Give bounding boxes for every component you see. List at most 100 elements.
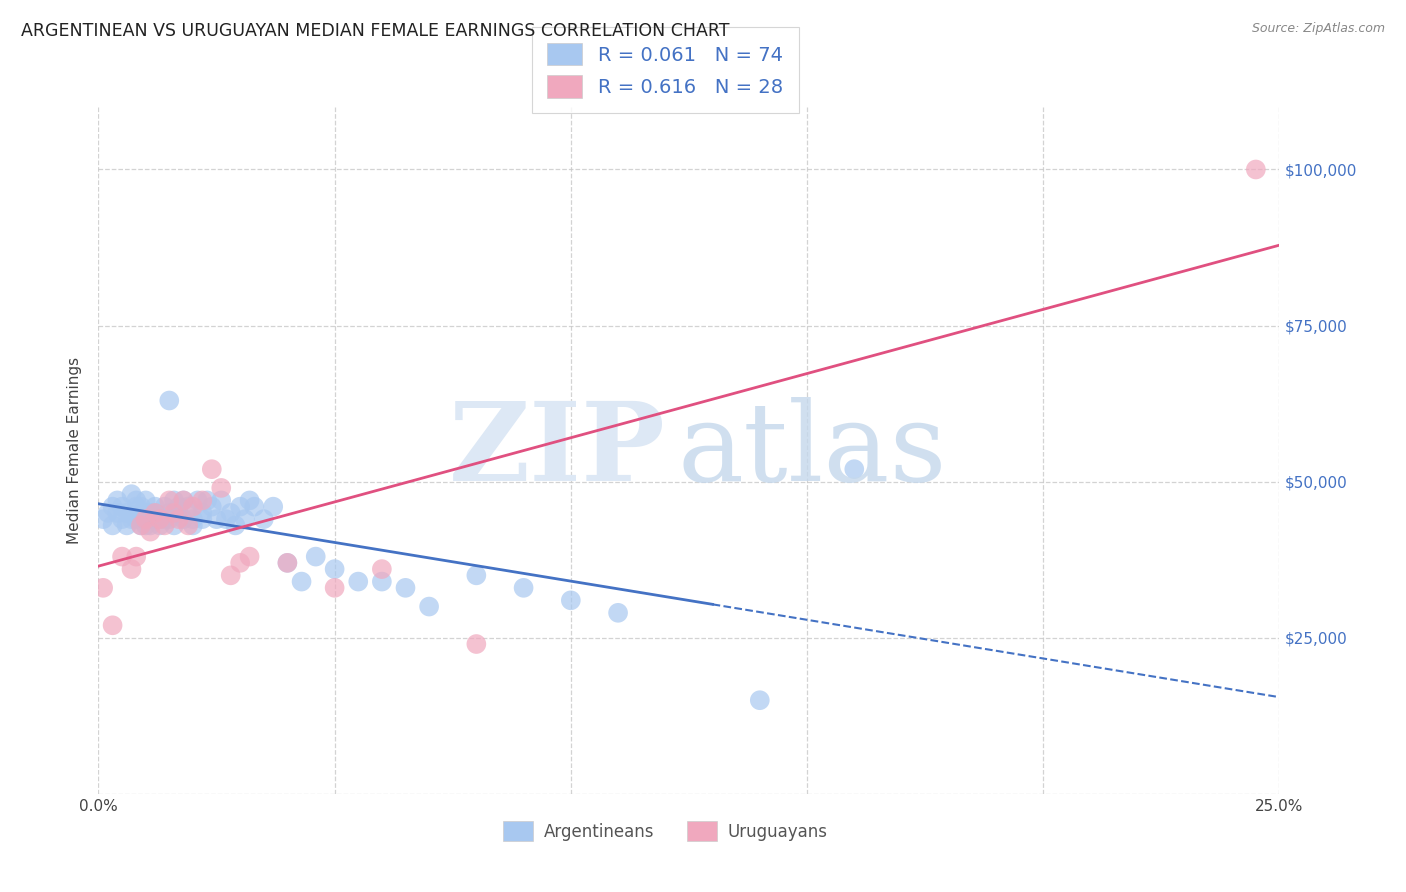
Point	[323, 562, 346, 576]
Point	[748, 693, 770, 707]
Point	[371, 574, 394, 589]
Text: atlas: atlas	[678, 397, 946, 504]
Point	[163, 506, 186, 520]
Point	[209, 481, 232, 495]
Point	[163, 493, 186, 508]
Point	[607, 606, 630, 620]
Point	[129, 518, 152, 533]
Point	[560, 593, 582, 607]
Point	[229, 500, 252, 514]
Point	[135, 512, 157, 526]
Point	[191, 493, 214, 508]
Point	[101, 618, 124, 632]
Point	[187, 493, 209, 508]
Text: Source: ZipAtlas.com: Source: ZipAtlas.com	[1251, 22, 1385, 36]
Point	[209, 493, 232, 508]
Point	[139, 524, 162, 539]
Point	[191, 512, 214, 526]
Point	[157, 493, 180, 508]
Point	[276, 556, 298, 570]
Point	[181, 512, 204, 526]
Point	[253, 512, 276, 526]
Point	[157, 512, 180, 526]
Y-axis label: Median Female Earnings: Median Female Earnings	[67, 357, 83, 544]
Point	[115, 518, 138, 533]
Text: ARGENTINEAN VS URUGUAYAN MEDIAN FEMALE EARNINGS CORRELATION CHART: ARGENTINEAN VS URUGUAYAN MEDIAN FEMALE E…	[21, 22, 730, 40]
Point	[121, 562, 143, 576]
Point	[135, 512, 157, 526]
Point	[135, 493, 157, 508]
Point	[157, 393, 180, 408]
Point	[129, 518, 152, 533]
Point	[394, 581, 416, 595]
Point	[121, 487, 143, 501]
Point	[101, 500, 124, 514]
Point	[163, 518, 186, 533]
Point	[111, 549, 134, 564]
Point	[290, 574, 312, 589]
Point	[172, 493, 194, 508]
Point	[219, 506, 242, 520]
Point	[243, 500, 266, 514]
Point	[139, 518, 162, 533]
Point	[97, 506, 120, 520]
Point	[219, 568, 242, 582]
Point	[371, 562, 394, 576]
Point	[157, 506, 180, 520]
Point	[143, 506, 166, 520]
Point	[135, 518, 157, 533]
Point	[172, 512, 194, 526]
Point	[125, 493, 148, 508]
Point	[1244, 162, 1267, 177]
Point	[129, 500, 152, 514]
Point	[191, 506, 214, 520]
Point	[167, 512, 190, 526]
Point	[181, 500, 204, 514]
Point	[121, 512, 143, 526]
Point	[172, 493, 194, 508]
Point	[111, 512, 134, 526]
Point	[149, 518, 172, 533]
Point	[465, 568, 488, 582]
Point	[205, 512, 228, 526]
Point	[844, 462, 866, 476]
Point	[262, 500, 284, 514]
Point	[105, 506, 128, 520]
Point	[101, 518, 124, 533]
Point	[215, 512, 238, 526]
Point	[465, 637, 488, 651]
Point	[105, 493, 128, 508]
Point	[418, 599, 440, 614]
Point	[149, 512, 172, 526]
Point	[149, 512, 172, 526]
Point	[239, 493, 262, 508]
Text: ZIP: ZIP	[449, 397, 665, 504]
Point	[143, 506, 166, 520]
Point	[201, 500, 224, 514]
Point	[224, 518, 246, 533]
Point	[347, 574, 370, 589]
Point	[195, 493, 218, 508]
Point	[91, 512, 114, 526]
Point	[239, 549, 262, 564]
Point	[153, 512, 176, 526]
Point	[111, 500, 134, 514]
Point	[167, 506, 190, 520]
Point	[143, 512, 166, 526]
Point	[276, 556, 298, 570]
Point	[153, 518, 176, 533]
Point	[143, 500, 166, 514]
Point	[139, 512, 162, 526]
Point	[512, 581, 534, 595]
Point	[153, 500, 176, 514]
Point	[125, 512, 148, 526]
Point	[177, 518, 200, 533]
Point	[233, 512, 256, 526]
Point	[135, 506, 157, 520]
Point	[167, 500, 190, 514]
Legend: Argentineans, Uruguayans: Argentineans, Uruguayans	[496, 814, 834, 847]
Point	[201, 462, 224, 476]
Point	[125, 549, 148, 564]
Point	[177, 500, 200, 514]
Point	[125, 500, 148, 514]
